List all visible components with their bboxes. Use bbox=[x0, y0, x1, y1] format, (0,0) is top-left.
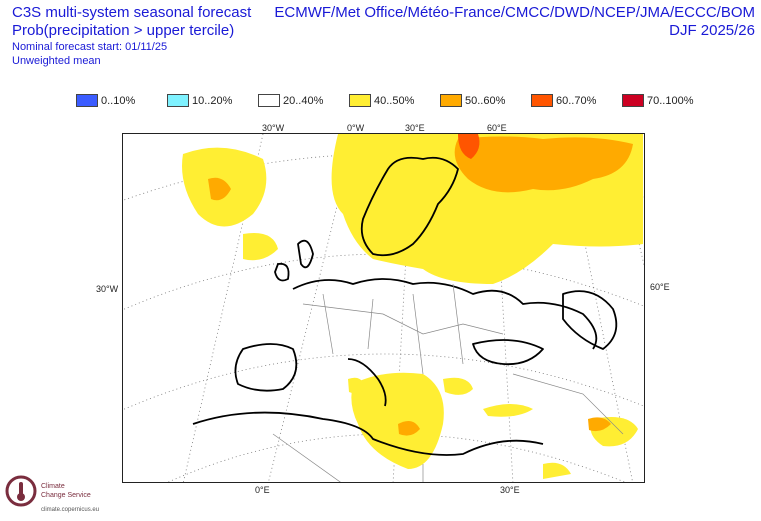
border-line bbox=[452, 283, 464, 365]
title-block: C3S multi-system seasonal forecast Prob(… bbox=[12, 4, 251, 68]
legend-swatch bbox=[440, 94, 462, 107]
europe-north-coast bbox=[292, 278, 598, 350]
legend-label: 40..50% bbox=[374, 94, 415, 107]
legend-item: 40..50% bbox=[349, 94, 440, 107]
russia-red-area bbox=[458, 134, 480, 159]
logo-line2: Change Service bbox=[41, 492, 91, 499]
legend-label: 10..20% bbox=[192, 94, 233, 107]
legend-item: 50..60% bbox=[440, 94, 531, 107]
copernicus-logo: Climate Change Service bbox=[4, 474, 91, 508]
mideast-wet-area bbox=[543, 462, 571, 479]
coastlines bbox=[192, 156, 618, 456]
map-canvas bbox=[123, 134, 644, 482]
legend-item: 60..70% bbox=[531, 94, 622, 107]
legend-label: 0..10% bbox=[101, 94, 136, 107]
bottom-lon-label-30e: 30°E bbox=[500, 485, 520, 495]
iberia-coast bbox=[234, 343, 298, 392]
atlantic-orange-area bbox=[208, 177, 231, 201]
legend-swatch bbox=[531, 94, 553, 107]
legend-label: 50..60% bbox=[465, 94, 506, 107]
legend-swatch bbox=[349, 94, 371, 107]
legend-swatch bbox=[622, 94, 644, 107]
legend-swatch bbox=[76, 94, 98, 107]
border-line bbox=[512, 373, 624, 435]
libya-wet-area bbox=[351, 372, 444, 469]
border-line bbox=[412, 293, 424, 375]
border-line bbox=[367, 298, 374, 350]
british-isles-coast bbox=[297, 239, 314, 269]
legend-label: 60..70% bbox=[556, 94, 597, 107]
top-lon-label-0w: 0°W bbox=[347, 123, 365, 133]
scandinavia-coast bbox=[360, 156, 459, 257]
title-right-block: ECMWF/Met Office/Météo-France/CMCC/DWD/N… bbox=[274, 4, 755, 40]
forecast-start: Nominal forecast start: 01/11/25 bbox=[12, 41, 168, 53]
legend-label: 70..100% bbox=[647, 94, 694, 107]
meridian-line bbox=[492, 134, 514, 482]
top-lon-label-60e: 60°E bbox=[487, 123, 507, 133]
italy-coast bbox=[347, 358, 387, 407]
right-lon-label-60e: 60°E bbox=[650, 282, 670, 292]
country-borders bbox=[272, 283, 624, 482]
legend-swatch bbox=[258, 94, 280, 107]
top-lon-label-30w: 30°W bbox=[262, 123, 285, 133]
legend-swatch bbox=[167, 94, 189, 107]
forecast-subtitle: Prob(precipitation > upper tercile) bbox=[12, 22, 235, 39]
top-lon-label-30e: 30°E bbox=[405, 123, 425, 133]
weighting-note: Unweighted mean bbox=[12, 55, 101, 67]
prob-50-60-areas bbox=[208, 136, 633, 436]
caspian-coast bbox=[562, 290, 618, 350]
libya-orange-area bbox=[398, 420, 420, 436]
models-list: ECMWF/Met Office/Météo-France/CMCC/DWD/N… bbox=[274, 4, 755, 21]
border-line bbox=[302, 303, 504, 335]
ireland-coast bbox=[274, 262, 290, 282]
border-line bbox=[322, 293, 334, 355]
probability-map bbox=[122, 133, 645, 483]
left-lon-label-30w: 30°W bbox=[96, 284, 119, 294]
sardinia-wet-area bbox=[348, 377, 365, 394]
season-label: DJF 2025/26 bbox=[669, 22, 755, 39]
aegean-wet-area bbox=[443, 377, 473, 395]
legend-item: 0..10% bbox=[76, 94, 167, 107]
legend-item: 10..20% bbox=[167, 94, 258, 107]
crete-wet-area bbox=[483, 404, 533, 417]
legend-item: 70..100% bbox=[622, 94, 713, 107]
parallel-line bbox=[123, 253, 644, 311]
logo-url: climate.copernicus.eu bbox=[41, 507, 100, 513]
thermometer-icon bbox=[5, 475, 37, 507]
border-line bbox=[272, 433, 341, 482]
forecast-title: C3S multi-system seasonal forecast bbox=[12, 4, 252, 21]
legend-label: 20..40% bbox=[283, 94, 324, 107]
russia-orange-area bbox=[454, 136, 633, 193]
legend-item: 20..40% bbox=[258, 94, 349, 107]
legend: 0..10% 10..20% 20..40% 40..50% 50..60% 6… bbox=[76, 94, 713, 107]
north-africa-coast bbox=[192, 411, 544, 456]
logo-line1: Climate bbox=[41, 483, 65, 490]
mideast-orange-area bbox=[588, 417, 611, 432]
atlantic-wet-area bbox=[243, 233, 278, 261]
bottom-lon-label-0e: 0°E bbox=[255, 485, 270, 495]
black-sea-coast bbox=[472, 339, 544, 366]
